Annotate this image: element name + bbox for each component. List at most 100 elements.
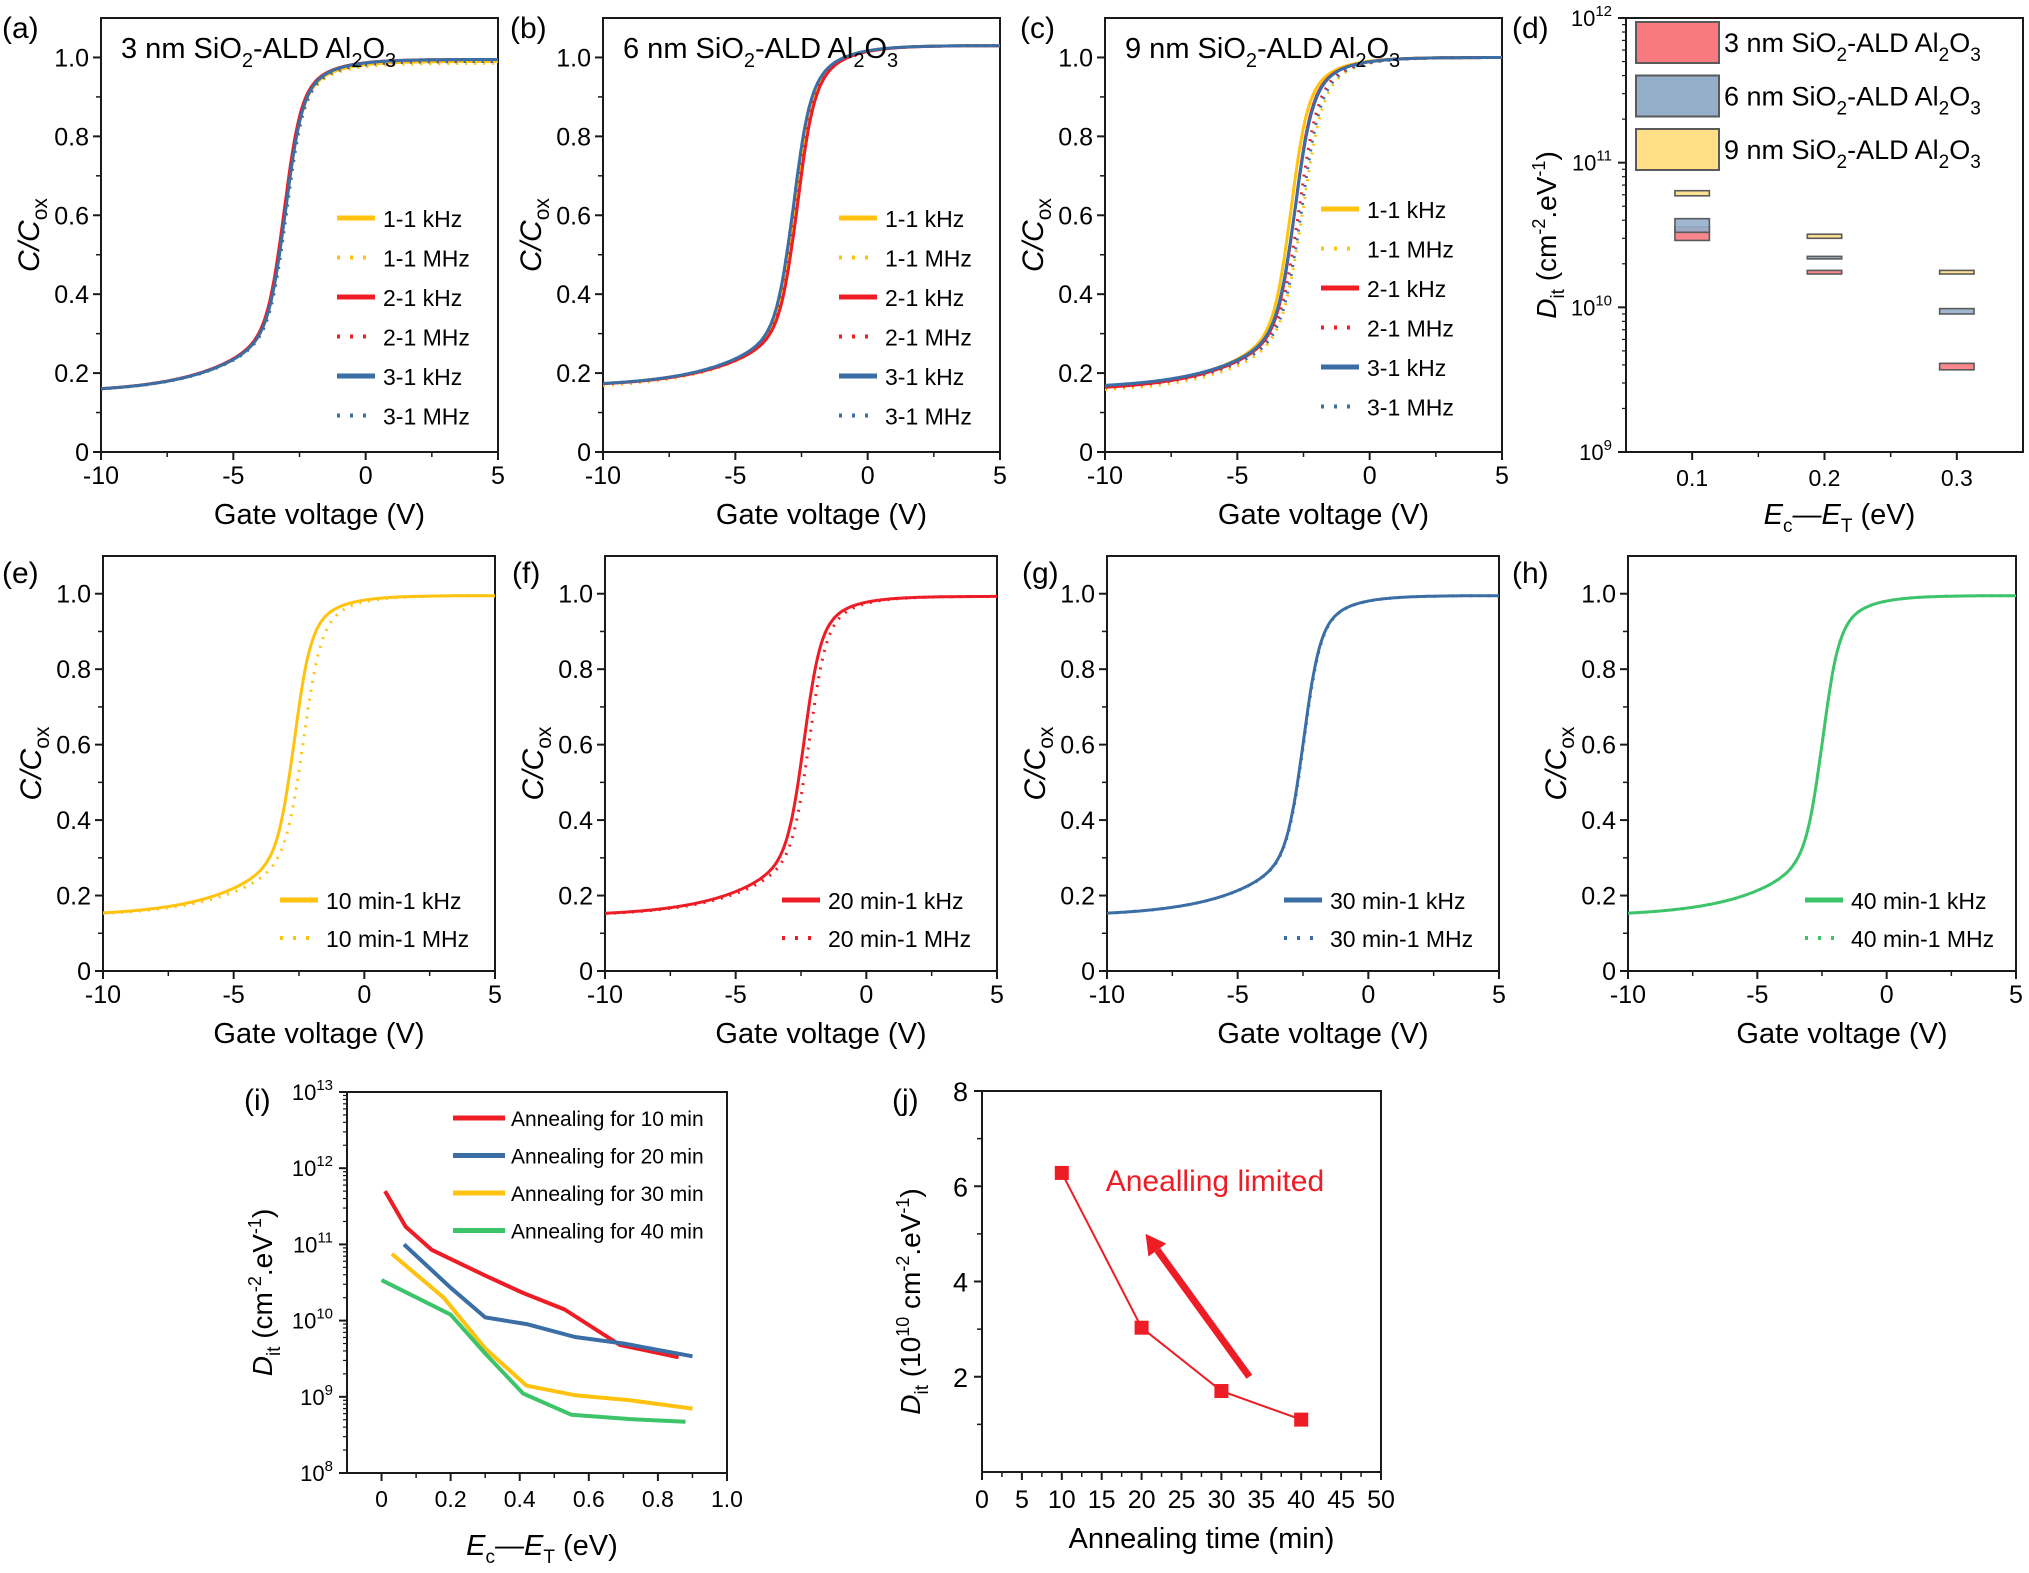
ylabel-sup: -2 — [245, 1276, 265, 1292]
x-tick-label: 30 — [1207, 1486, 1235, 1514]
x-tick-label: 1.0 — [711, 1486, 743, 1512]
x-tick-label: 5 — [1492, 981, 1506, 1009]
ylabel-subscript: ox — [1035, 726, 1058, 749]
ylabel-sub: it — [912, 1384, 933, 1394]
legend-sub: 3 — [1970, 99, 1981, 120]
y-tick-label: 0.8 — [56, 656, 91, 684]
y-tick-label: 1.0 — [558, 581, 593, 609]
ylabel-sup: 10 — [893, 1317, 913, 1337]
x-tick-label: -10 — [587, 981, 623, 1009]
x-tick-label: -10 — [85, 981, 121, 1009]
ylabel-unit: .eV — [247, 1234, 278, 1276]
y-tick-label: 1012 — [1571, 3, 1612, 31]
legend-part: -ALD Al — [1847, 82, 1939, 112]
y-axis-label: C/Cox — [13, 198, 52, 272]
box-mark — [1806, 255, 1843, 260]
legend-label: 3-1 kHz — [885, 364, 964, 390]
ylabel-sub: it — [1548, 288, 1569, 298]
ylabel-sup: -1 — [245, 1218, 265, 1234]
y-tick-label: 109 — [300, 1382, 333, 1410]
y-tick-label: 0 — [1602, 958, 1616, 986]
legend-label: 20 min-1 kHz — [828, 888, 963, 914]
panel-e: (e) -10 -5 0 5 0 0.2 0.4 0.6 0.8 1.0 C/Cox Gate volt… — [2, 555, 502, 1050]
legend-label: 30 min-1 MHz — [1330, 926, 1473, 952]
legend-label: 3-1 kHz — [383, 364, 462, 390]
title-part: -ALD Al — [755, 33, 853, 65]
x-tick-label: -10 — [1089, 981, 1125, 1009]
y-tick-label: 0.2 — [558, 883, 593, 911]
panel-label: (e) — [2, 557, 39, 590]
legend-part: O — [1949, 82, 1970, 112]
x-tick-label: 5 — [990, 981, 1004, 1009]
legend-label: Annealing for 20 min — [511, 1146, 704, 1169]
title-sub: 2 — [1246, 50, 1257, 72]
y-tick-label: 109 — [1579, 437, 1612, 465]
title-sub: 2 — [242, 50, 253, 72]
ylabel-unit: ) — [247, 1209, 278, 1218]
x-tick-label: 0 — [1361, 981, 1375, 1009]
legend-label: 3 nm SiO2-ALD Al2O3 — [1724, 28, 1981, 66]
tick-base: 10 — [1572, 151, 1596, 176]
x-tick-label: 0 — [1363, 462, 1377, 490]
y-axis-label: Dit (cm-2.eV-1) — [1529, 151, 1569, 319]
series-line-10-min-1-khz — [103, 594, 495, 915]
box-mark — [1938, 307, 1975, 315]
legend-label: 10 min-1 MHz — [326, 926, 469, 952]
y-tick-label: 8 — [953, 1077, 968, 1107]
x-axis-label: Annealing time (min) — [1069, 1523, 1335, 1555]
x-tick-label: 0 — [375, 1486, 388, 1512]
panel-label: (j) — [892, 1084, 919, 1117]
x-tick-label: -5 — [1226, 462, 1248, 490]
ylabel-D: D — [247, 1356, 278, 1376]
y-tick-label: 1012 — [292, 1153, 333, 1181]
ylabel-sup: -1 — [1529, 161, 1549, 177]
title-part: 3 nm SiO — [121, 33, 242, 65]
x-tick-label: -10 — [83, 462, 119, 490]
legend-label: 3-1 kHz — [1367, 355, 1446, 381]
legend-sub: 2 — [1939, 45, 1950, 66]
panel-title: 6 nm SiO2-ALD Al2O3 — [623, 33, 898, 72]
y-tick-label: 1010 — [1571, 292, 1612, 320]
panel-label: (d) — [1512, 12, 1549, 45]
xlabel-E: E — [1764, 499, 1784, 531]
legend-sub: 2 — [1837, 45, 1848, 66]
ylabel-unit: .eV — [1531, 176, 1562, 218]
annotation-text: Anealling limited — [1106, 1165, 1324, 1198]
y-tick-label: 0 — [77, 958, 91, 986]
ylabel-subscript: ox — [531, 198, 554, 221]
x-tick-label: -5 — [1227, 981, 1249, 1009]
ylabel-main: C/C — [515, 220, 548, 272]
x-axis-label: Gate voltage (V) — [715, 1018, 926, 1050]
y-tick-label: 0.8 — [558, 656, 593, 684]
tick-base: 10 — [292, 1156, 316, 1181]
xlabel-E: E — [466, 1530, 486, 1562]
x-tick-label: 5 — [993, 462, 1007, 490]
ylabel-ten: (10 — [895, 1337, 926, 1385]
legend-label: 1-1 MHz — [885, 246, 972, 272]
x-tick-label: 0.3 — [1941, 465, 1973, 491]
tick-exponent: 11 — [317, 1229, 333, 1246]
legend-label: 1-1 kHz — [885, 206, 964, 232]
x-axis-label: Gate voltage (V) — [716, 499, 927, 531]
x-axis-label: Gate voltage (V) — [1736, 1018, 1947, 1050]
tick-exponent: 12 — [316, 1153, 333, 1170]
y-tick-label: 1.0 — [1058, 44, 1093, 72]
tick-base: 10 — [300, 1461, 324, 1486]
legend-label: 40 min-1 MHz — [1851, 926, 1994, 952]
legend-sub: 2 — [1939, 152, 1950, 173]
series-line-3-1-khz — [101, 58, 498, 391]
panel-label: (h) — [1512, 557, 1549, 590]
legend-part: -ALD Al — [1847, 28, 1939, 58]
title-part: 6 nm SiO — [623, 33, 744, 65]
x-tick-label: 5 — [1015, 1486, 1029, 1514]
title-sub: 2 — [853, 50, 864, 72]
x-tick-label: 5 — [488, 981, 502, 1009]
ylabel-sup: -1 — [893, 1198, 913, 1214]
data-point-marker — [1134, 1320, 1149, 1335]
series-line-annealing-for-30-min — [390, 1252, 693, 1411]
title-sub: 3 — [887, 50, 898, 72]
ylabel-main: C/C — [15, 748, 48, 800]
legend-part: 3 nm SiO — [1724, 28, 1837, 58]
panel-b: (b) -10 -5 0 5 0 0.2 0.4 0.6 0.8 1.0 C/Cox Gate volt… — [510, 12, 1007, 531]
ylabel-unit: .eV — [895, 1213, 926, 1255]
